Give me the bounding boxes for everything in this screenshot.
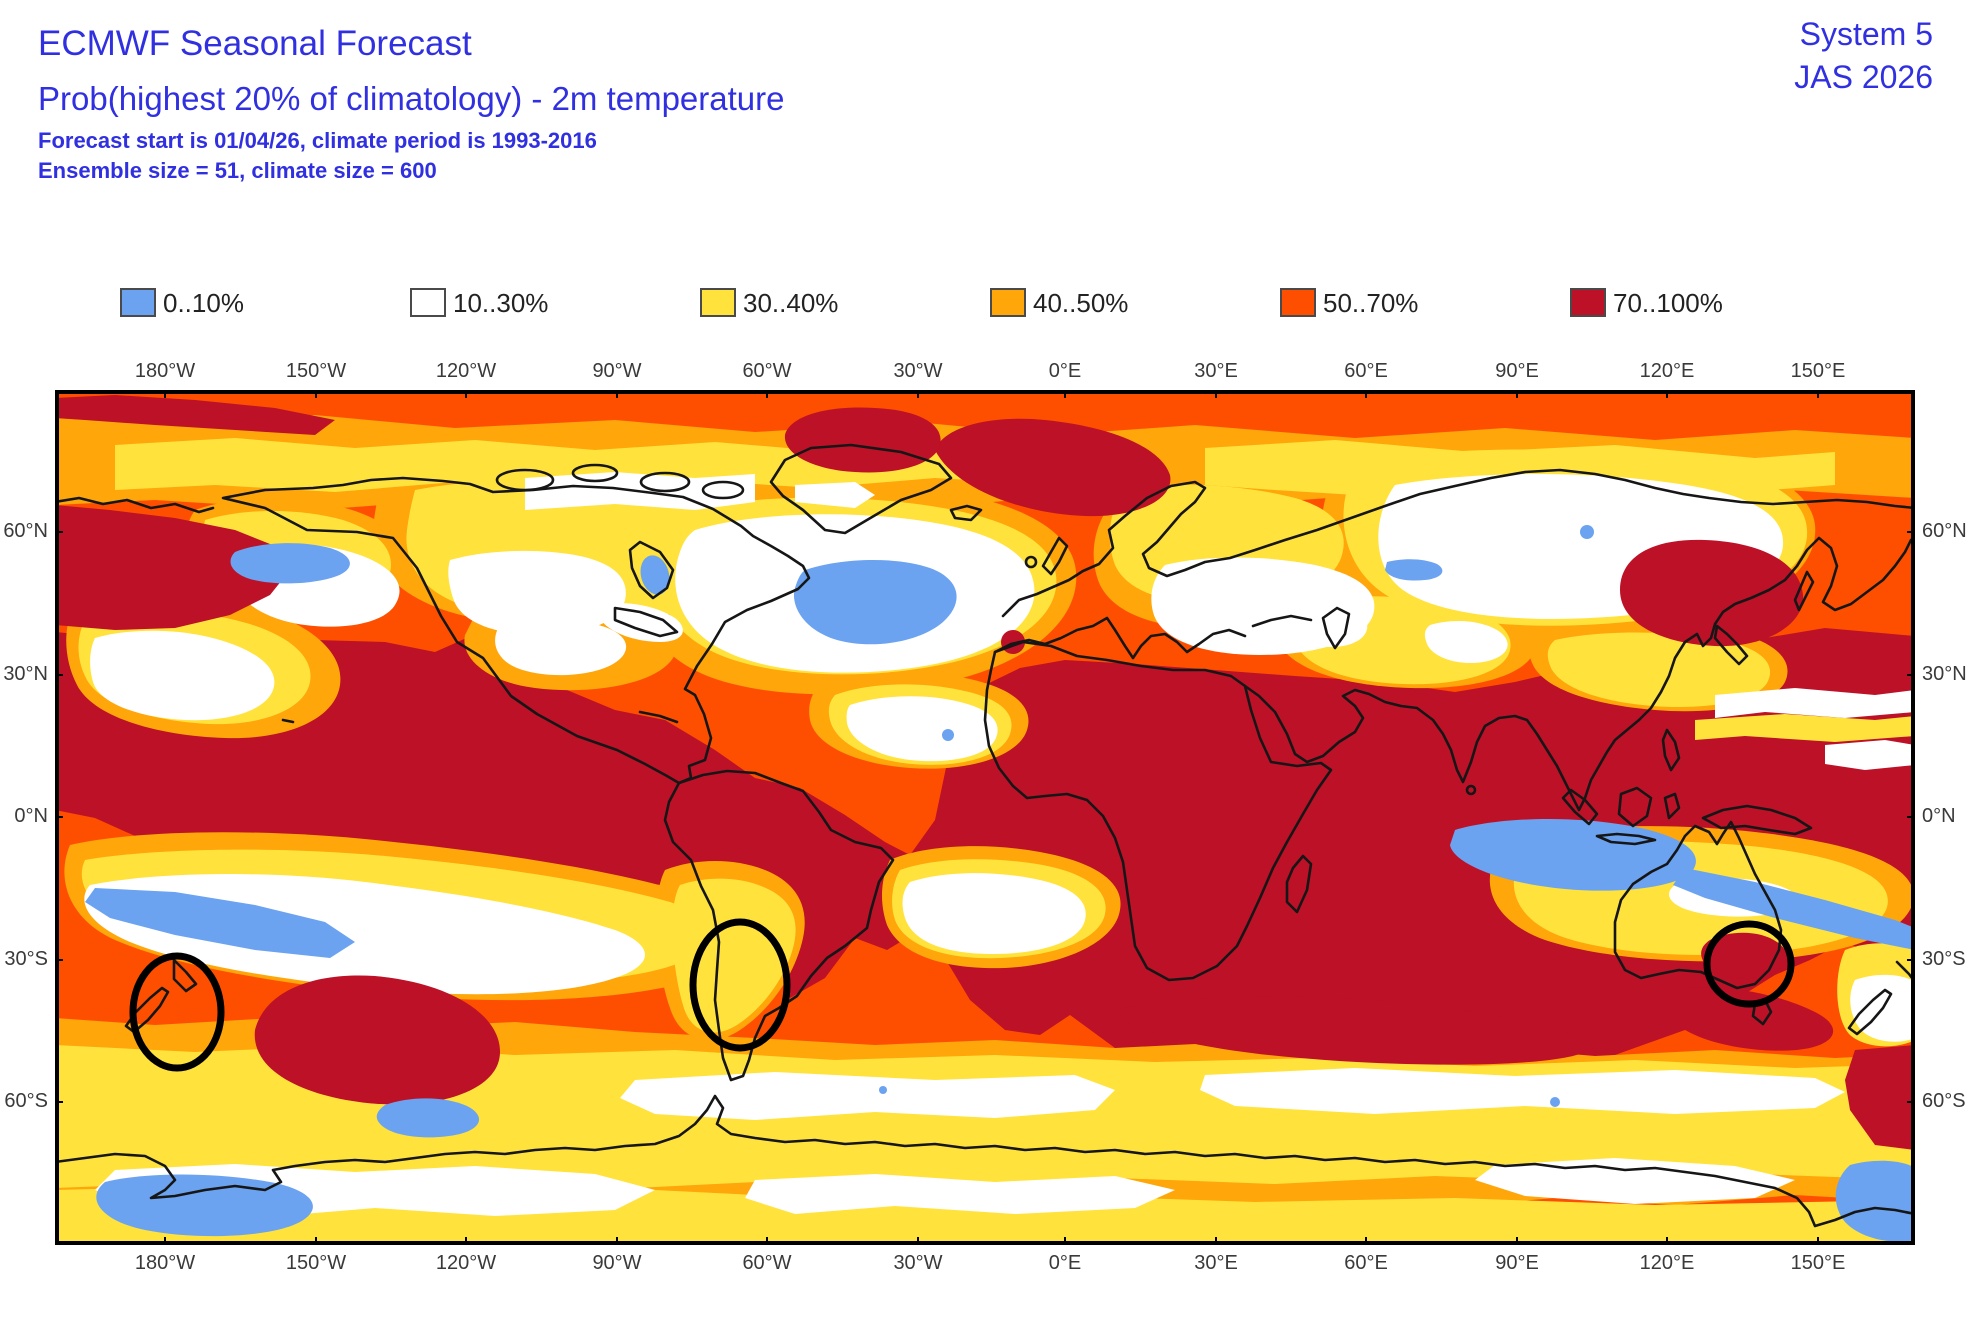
legend-swatch-yellow	[700, 288, 736, 317]
y-tick: 30°N	[3, 663, 48, 685]
x-tick: 60°W	[742, 1252, 792, 1274]
x-tick: 150°E	[1790, 360, 1846, 382]
legend-label: 10..30%	[453, 288, 549, 318]
x-tick: 120°W	[435, 360, 497, 382]
annotation-ellipse-new-zealand	[129, 952, 225, 1072]
system-label: System 5	[1799, 16, 1933, 52]
x-tick: 180°W	[134, 360, 196, 382]
legend-swatch-darkred	[1570, 288, 1606, 317]
season-label: JAS 2026	[1794, 59, 1933, 95]
y-tick: 60°S	[1922, 1090, 1966, 1112]
y-tick: 30°S	[4, 948, 48, 970]
x-tick: 30°W	[893, 360, 943, 382]
annotations	[129, 918, 1795, 1072]
legend-label: 70..100%	[1613, 288, 1723, 318]
x-tick: 30°W	[893, 1252, 943, 1274]
map-border	[55, 390, 1915, 1245]
page-title: ECMWF Seasonal Forecast	[38, 24, 472, 63]
x-tick: 30°E	[1194, 360, 1238, 382]
x-tick: 90°E	[1495, 1252, 1539, 1274]
ensemble-info: Ensemble size = 51, climate size = 600	[38, 158, 437, 183]
x-tick: 180°W	[134, 1252, 196, 1274]
x-tick: 60°W	[742, 360, 792, 382]
x-tick: 60°E	[1344, 1252, 1388, 1274]
x-tick: 150°W	[285, 360, 347, 382]
x-tick: 150°E	[1790, 1252, 1846, 1274]
x-tick: 30°E	[1194, 1252, 1238, 1274]
x-tick: 120°E	[1639, 360, 1695, 382]
y-tick: 30°S	[1922, 948, 1966, 970]
annotation-ellipse-south-america	[689, 918, 791, 1052]
y-tick: 60°N	[3, 520, 48, 542]
legend-swatch-white	[410, 288, 446, 317]
y-tick: 60°S	[4, 1090, 48, 1112]
world-map	[55, 390, 1915, 1245]
legend-label: 30..40%	[743, 288, 839, 318]
darkred-accents	[55, 395, 1915, 1150]
coastlines	[55, 443, 1915, 1228]
x-tick: 90°W	[592, 1252, 642, 1274]
y-tick: 0°N	[14, 805, 48, 827]
x-tick: 90°W	[592, 360, 642, 382]
x-tick: 120°W	[435, 1252, 497, 1274]
y-tick: 60°N	[1922, 520, 1967, 542]
x-tick: 120°E	[1639, 1252, 1695, 1274]
forecast-map	[55, 390, 1915, 1245]
y-tick: 0°N	[1922, 805, 1956, 827]
legend-swatch-orangered	[1280, 288, 1316, 317]
legend-swatch-blue	[120, 288, 156, 317]
page-subtitle: Prob(highest 20% of climatology) - 2m te…	[38, 80, 785, 117]
x-tick: 60°E	[1344, 360, 1388, 382]
x-tick: 0°E	[1048, 360, 1082, 382]
legend-label: 50..70%	[1323, 288, 1419, 318]
legend-label: 40..50%	[1033, 288, 1129, 318]
y-tick: 30°N	[1922, 663, 1967, 685]
forecast-info: Forecast start is 01/04/26, climate peri…	[38, 128, 597, 153]
x-tick: 0°E	[1048, 1252, 1082, 1274]
x-tick: 90°E	[1495, 360, 1539, 382]
x-tick: 150°W	[285, 1252, 347, 1274]
system-info: System 5 JAS 2026	[1794, 16, 1933, 96]
legend-label: 0..10%	[163, 288, 244, 318]
annotation-ellipse-australia	[1703, 920, 1795, 1008]
legend-swatch-orange	[990, 288, 1026, 317]
